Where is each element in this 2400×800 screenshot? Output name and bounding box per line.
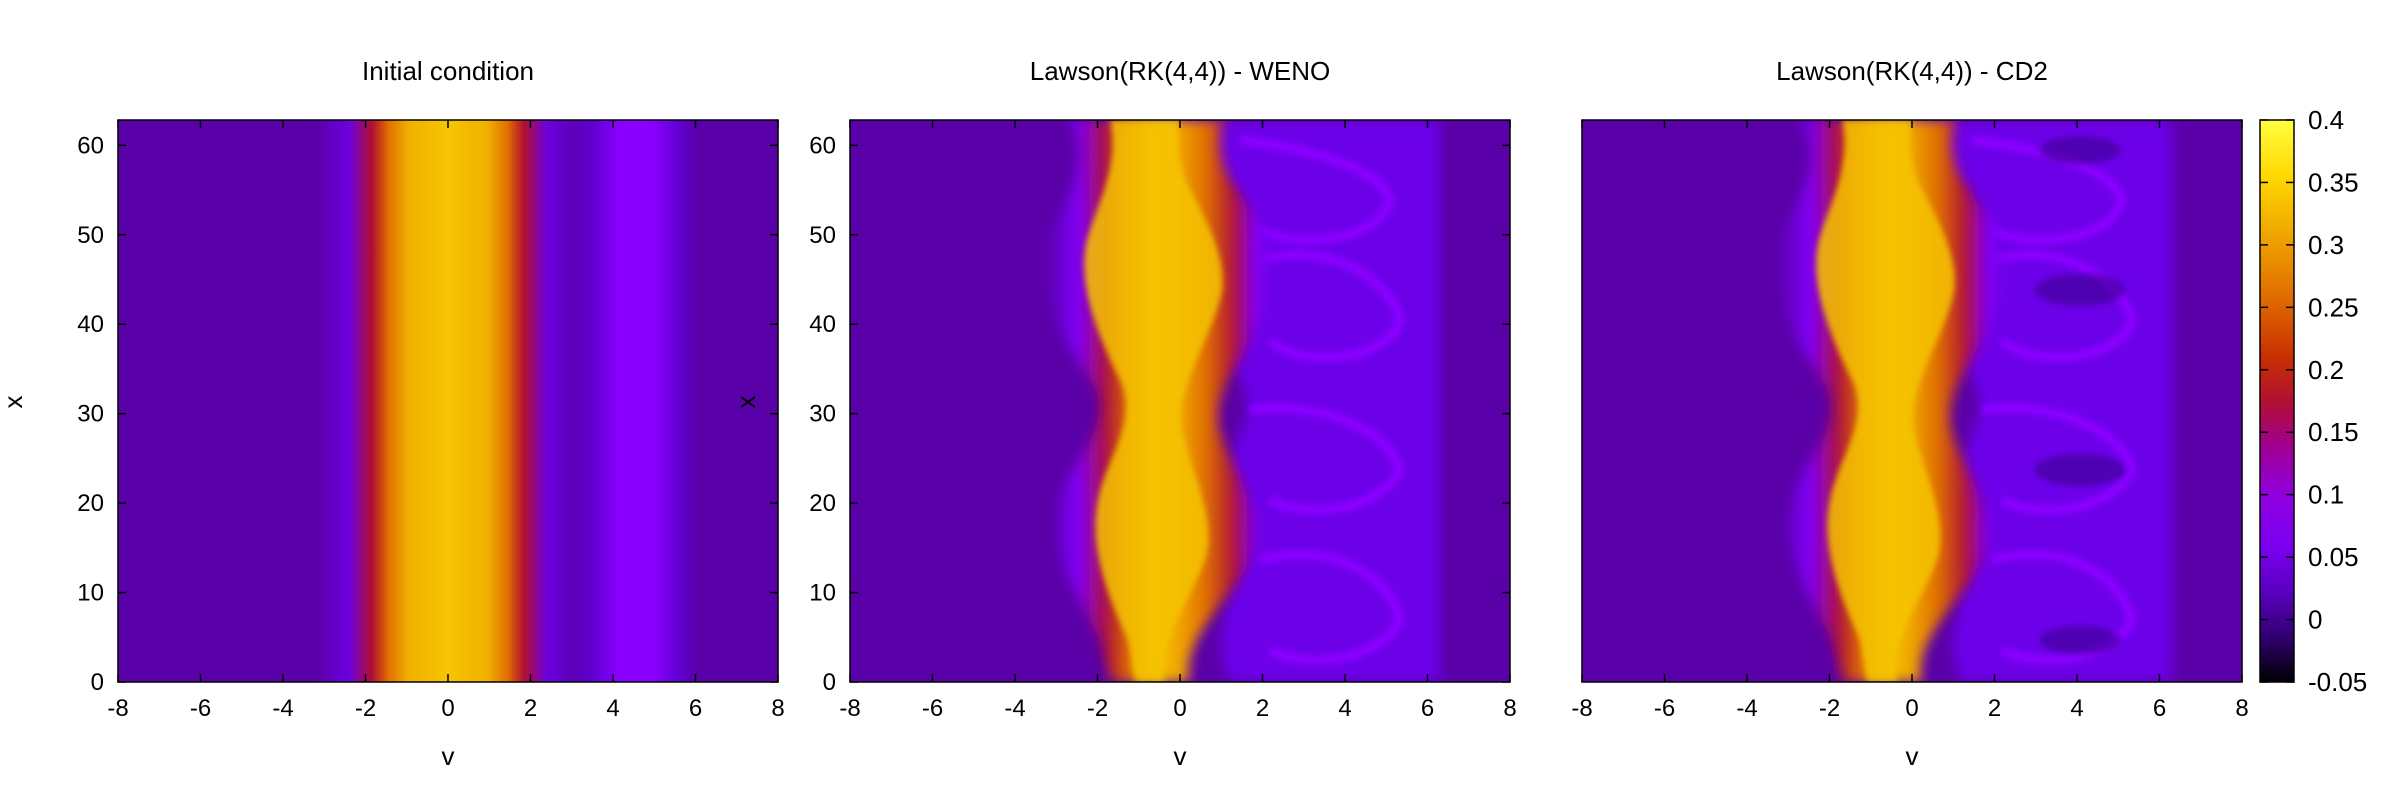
x-tick-label: -2 bbox=[1819, 695, 1840, 722]
x-tick-label: -6 bbox=[190, 695, 211, 722]
y-tick-label: 10 bbox=[809, 580, 836, 607]
panel-cd2: Lawson(RK(4,4)) - CD2 bbox=[1571, 56, 2248, 771]
panel1-y-ticks: 0 10 20 30 40 50 60 bbox=[77, 132, 778, 696]
panel2-ylabel: x bbox=[731, 396, 761, 409]
colorbar-tick-label: 0.25 bbox=[2308, 292, 2359, 322]
y-tick-label: 60 bbox=[77, 132, 104, 159]
colorbar-tick-label: 0 bbox=[2308, 605, 2322, 635]
panel1-title: Initial condition bbox=[362, 56, 534, 86]
y-tick-label: 40 bbox=[77, 311, 104, 338]
colorbar-tick-label: 0.3 bbox=[2308, 230, 2344, 260]
x-tick-label: 6 bbox=[689, 695, 702, 722]
x-tick-label: 4 bbox=[2070, 695, 2083, 722]
x-tick-label: 0 bbox=[441, 695, 454, 722]
panel2-heatmap bbox=[850, 120, 1510, 682]
colorbar-ticks: -0.05 0 0.05 0.1 0.15 0.2 0.25 0.3 0.35 0.4 bbox=[2260, 105, 2367, 697]
x-tick-label: -4 bbox=[272, 695, 293, 722]
colorbar-tick-label: 0.4 bbox=[2308, 105, 2344, 135]
x-tick-label: -6 bbox=[1654, 695, 1675, 722]
x-tick-label: 2 bbox=[1988, 695, 2001, 722]
panel2-xlabel: v bbox=[1174, 741, 1187, 771]
x-tick-label: -4 bbox=[1736, 695, 1757, 722]
panel1-heatmap bbox=[118, 120, 778, 682]
x-tick-label: 6 bbox=[1421, 695, 1434, 722]
panel2-x-ticks: -8 -6 -4 -2 0 2 4 6 8 bbox=[839, 120, 1517, 722]
x-tick-label: 2 bbox=[1256, 695, 1269, 722]
x-tick-label: 8 bbox=[2235, 695, 2248, 722]
x-tick-label: 2 bbox=[524, 695, 537, 722]
x-tick-label: -8 bbox=[1571, 695, 1592, 722]
x-tick-label: -2 bbox=[1087, 695, 1108, 722]
y-tick-label: 30 bbox=[77, 401, 104, 428]
colorbar-tick-label: 0.05 bbox=[2308, 542, 2359, 572]
x-tick-label: -8 bbox=[107, 695, 128, 722]
x-tick-label: -6 bbox=[922, 695, 943, 722]
colorbar: -0.05 0 0.05 0.1 0.15 0.2 0.25 0.3 0.35 0.4 bbox=[2259, 105, 2367, 697]
colorbar-tick-label: 0.2 bbox=[2308, 355, 2344, 385]
colorbar-tick-label: 0.15 bbox=[2308, 417, 2359, 447]
colorbar-tick-label: -0.05 bbox=[2308, 667, 2367, 697]
panel1-ylabel: x bbox=[0, 396, 28, 409]
colorbar-tick-label: 0.35 bbox=[2308, 167, 2359, 197]
y-tick-label: 0 bbox=[91, 669, 104, 696]
x-tick-label: -2 bbox=[355, 695, 376, 722]
colorbar-tick-label: 0.1 bbox=[2308, 480, 2344, 510]
panel3-title: Lawson(RK(4,4)) - CD2 bbox=[1776, 56, 2048, 86]
x-tick-label: 4 bbox=[606, 695, 619, 722]
y-tick-label: 20 bbox=[809, 490, 836, 517]
x-tick-label: 0 bbox=[1173, 695, 1186, 722]
x-tick-label: 8 bbox=[1503, 695, 1516, 722]
y-tick-label: 0 bbox=[823, 669, 836, 696]
y-tick-label: 60 bbox=[809, 132, 836, 159]
x-tick-label: -4 bbox=[1004, 695, 1025, 722]
y-tick-label: 30 bbox=[809, 401, 836, 428]
x-tick-label: 4 bbox=[1338, 695, 1351, 722]
panel3-xlabel: v bbox=[1906, 741, 1919, 771]
y-tick-label: 20 bbox=[77, 490, 104, 517]
y-tick-label: 10 bbox=[77, 580, 104, 607]
colorbar-gradient bbox=[2259, 119, 2295, 683]
panel1-xlabel: v bbox=[442, 741, 455, 771]
x-tick-label: 8 bbox=[771, 695, 784, 722]
x-tick-label: 6 bbox=[2153, 695, 2166, 722]
x-tick-label: -8 bbox=[839, 695, 860, 722]
y-tick-label: 40 bbox=[809, 311, 836, 338]
panel3-x-ticks: -8 -6 -4 -2 0 2 4 6 8 bbox=[1571, 120, 2249, 722]
y-tick-label: 50 bbox=[77, 222, 104, 249]
panel2-title: Lawson(RK(4,4)) - WENO bbox=[1030, 56, 1331, 86]
panel3-heatmap bbox=[1582, 120, 2242, 682]
x-tick-label: 0 bbox=[1905, 695, 1918, 722]
panel1-x-ticks: -8 -6 -4 -2 0 2 4 6 8 bbox=[107, 120, 785, 722]
y-tick-label: 50 bbox=[809, 222, 836, 249]
panel2-y-ticks: 0 10 20 30 40 50 60 bbox=[809, 132, 1510, 696]
